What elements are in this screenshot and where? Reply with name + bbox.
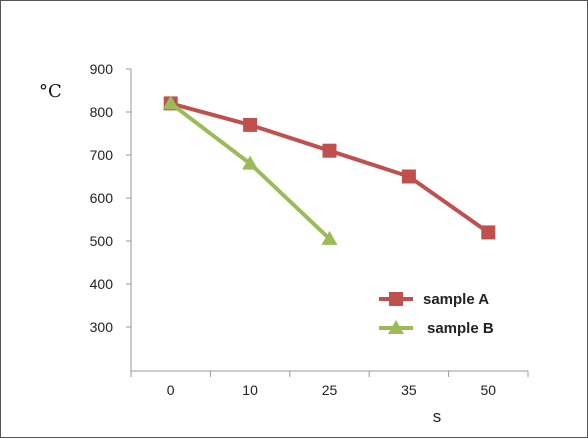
- y-axis-ticks: 900 800 700 600 500 400 300: [90, 61, 131, 335]
- legend-swatch-marker: [388, 320, 404, 334]
- y-tick-label: 300: [90, 319, 114, 335]
- chart-legend: sample A sample B: [379, 291, 494, 337]
- x-axis-ticks: 0 10 25 35 50: [130, 371, 529, 398]
- x-tick-label: 50: [481, 382, 497, 398]
- x-tick-label: 35: [401, 382, 417, 398]
- sample-a-point: [481, 225, 496, 240]
- y-tick-label: 500: [90, 233, 114, 249]
- sample-b-point: [162, 95, 179, 110]
- sample-a-point: [243, 117, 258, 132]
- y-tick-label: 800: [90, 104, 114, 120]
- y-tick-label: 600: [90, 190, 114, 206]
- x-tick-label: 25: [322, 382, 338, 398]
- x-axis-unit-label: s: [433, 407, 442, 426]
- sample-b-point: [242, 155, 259, 170]
- y-tick-label: 900: [90, 61, 114, 77]
- y-tick-label: 700: [90, 147, 114, 163]
- legend-swatch-marker: [389, 292, 403, 306]
- legend-label-sample-b: sample B: [427, 320, 494, 337]
- y-tick-label: 400: [90, 276, 114, 292]
- x-tick-label: 0: [167, 382, 175, 398]
- sample-a-line: [170, 101, 490, 235]
- series-layer: [162, 95, 496, 245]
- y-axis-unit-label: °C: [39, 81, 62, 102]
- legend-label-sample-a: sample A: [423, 291, 489, 308]
- sample-a-point: [401, 169, 416, 184]
- sample-b-point: [321, 230, 338, 245]
- x-tick-label: 10: [242, 382, 258, 398]
- sample-a-point: [322, 143, 337, 158]
- chart-axes: [130, 69, 528, 372]
